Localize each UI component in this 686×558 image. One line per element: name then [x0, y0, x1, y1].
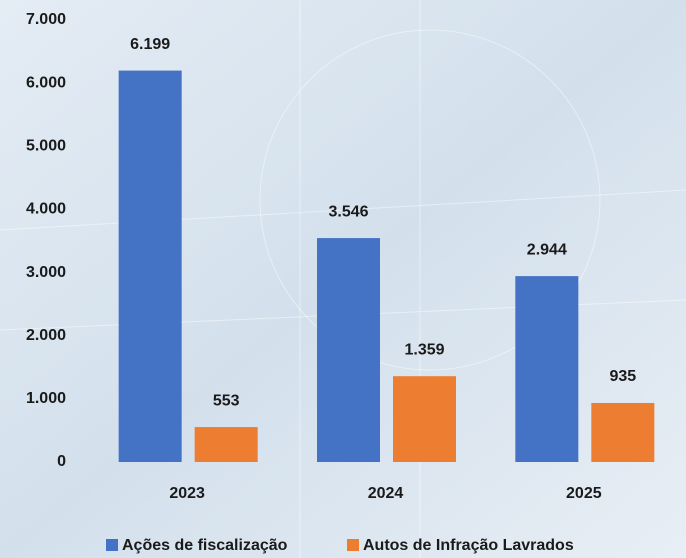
- legend-swatch: [106, 539, 118, 551]
- data-label: 553: [213, 392, 240, 409]
- bar: [119, 71, 182, 462]
- y-tick-label: 4.000: [26, 201, 66, 218]
- legend-label: Autos de Infração Lavrados: [363, 537, 574, 554]
- data-label: 935: [609, 368, 636, 385]
- bar: [393, 376, 456, 462]
- x-tick-label: 2025: [566, 485, 602, 502]
- chart: 0 1.000 2.000 3.000 4.000 5.000 6.000 7.000 2023…: [0, 0, 686, 558]
- y-tick-label: 7.000: [26, 11, 66, 28]
- legend-swatch: [347, 539, 359, 551]
- data-label: 2.944: [527, 241, 567, 258]
- y-tick-label: 2.000: [26, 327, 66, 344]
- y-tick-label: 6.000: [26, 74, 66, 91]
- data-label: 1.359: [404, 341, 444, 358]
- y-tick-label: 3.000: [26, 264, 66, 281]
- legend-label: Ações de fiscalização: [122, 537, 288, 554]
- y-tick-label: 1.000: [26, 390, 66, 407]
- bar: [515, 276, 578, 462]
- bar: [317, 238, 380, 462]
- x-tick-label: 2024: [368, 485, 404, 502]
- data-label: 3.546: [328, 203, 368, 220]
- x-tick-label: 2023: [169, 485, 205, 502]
- y-tick-label: 5.000: [26, 138, 66, 155]
- bar: [195, 427, 258, 462]
- y-tick-label: 0: [57, 453, 66, 470]
- data-label: 6.199: [130, 36, 170, 53]
- bar: [591, 403, 654, 462]
